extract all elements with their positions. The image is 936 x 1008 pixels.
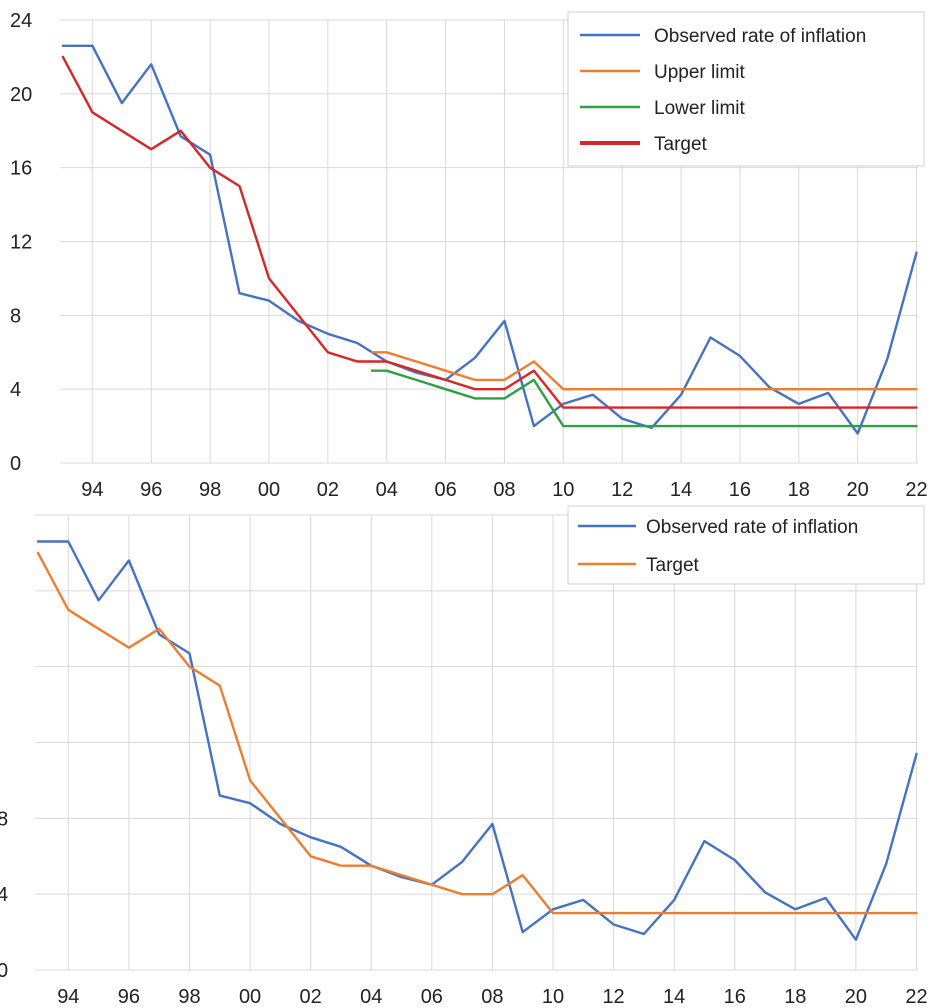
x-tick-label: 00 (258, 479, 280, 501)
x-tick-label: 02 (300, 986, 322, 1008)
x-tick-label: 08 (493, 479, 515, 501)
series-line-target (36, 551, 918, 915)
x-tick-label: 04 (360, 986, 382, 1008)
x-tick-label: 22 (905, 479, 927, 501)
x-tick-label: 94 (57, 986, 79, 1008)
legend-label: Observed rate of inflation (654, 26, 866, 47)
y-tick-label: 0 (0, 960, 8, 982)
x-tick-label: 18 (788, 479, 810, 501)
x-tick-label: 10 (552, 479, 574, 501)
x-tick-label: 14 (670, 479, 692, 501)
x-tick-label: 04 (376, 479, 398, 501)
x-tick-label: 16 (724, 986, 746, 1008)
legend-label: Upper limit (654, 62, 746, 83)
y-tick-label: 16 (10, 158, 32, 180)
x-tick-label: 96 (140, 479, 162, 501)
legend-label: Target (646, 555, 700, 576)
x-tick-label: 00 (239, 986, 261, 1008)
x-tick-label: 02 (317, 479, 339, 501)
y-tick-label: 4 (10, 379, 21, 401)
x-tick-label: 18 (784, 986, 806, 1008)
series-line-upper-limit (370, 351, 918, 391)
legend-box (567, 11, 925, 167)
x-tick-label: 98 (199, 479, 221, 501)
y-tick-label: 20 (10, 84, 32, 106)
x-tick-label: 20 (845, 986, 867, 1008)
y-tick-label: 4 (0, 884, 8, 906)
series-line-target (61, 55, 918, 409)
x-tick-label: 12 (611, 479, 633, 501)
y-tick-label: 0 (10, 453, 21, 475)
x-tick-label: 16 (729, 479, 751, 501)
x-tick-label: 06 (434, 479, 456, 501)
x-tick-label: 94 (81, 479, 103, 501)
series-line-lower-limit (370, 369, 918, 428)
y-tick-label: 8 (0, 808, 8, 830)
x-tick-label: 96 (118, 986, 140, 1008)
x-tick-label: 06 (421, 986, 443, 1008)
x-tick-label: 98 (178, 986, 200, 1008)
x-tick-label: 12 (602, 986, 624, 1008)
x-tick-label: 08 (481, 986, 503, 1008)
legend-box (567, 505, 925, 585)
series-line-observed-rate-of-inflation (36, 540, 918, 941)
x-tick-label: 14 (663, 986, 685, 1008)
legend-label: Lower limit (654, 98, 746, 119)
legend-label: Observed rate of inflation (646, 517, 858, 538)
x-tick-label: 20 (847, 479, 869, 501)
x-tick-label: 22 (905, 986, 927, 1008)
legend-label: Target (654, 134, 708, 155)
x-tick-label: 10 (542, 986, 564, 1008)
y-tick-label: 12 (10, 232, 32, 254)
y-tick-label: 24 (10, 10, 32, 32)
y-tick-label: 8 (10, 305, 21, 327)
